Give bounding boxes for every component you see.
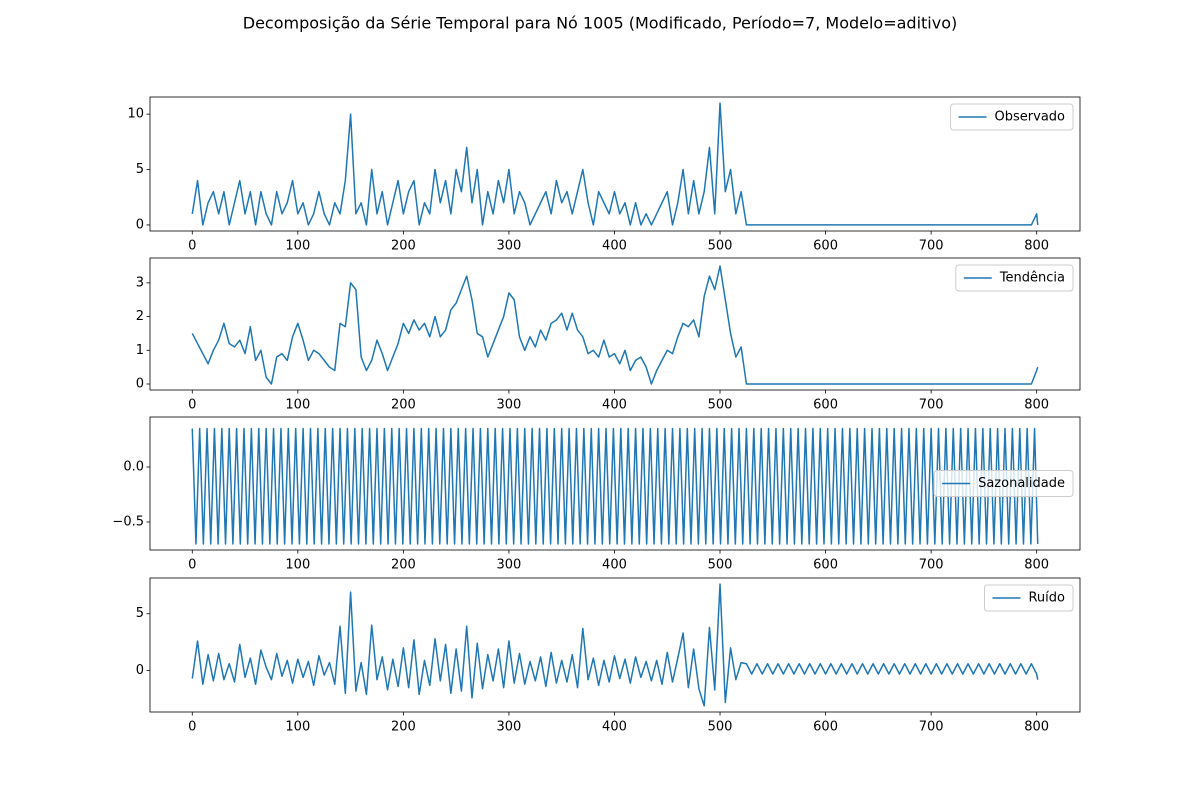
plot-area [150, 258, 1080, 390]
x-tick-label: 800 [1024, 239, 1049, 254]
x-tick-label: 0 [188, 558, 196, 573]
y-tick-label: 5 [136, 162, 144, 177]
series-line [191, 583, 1039, 707]
legend: Tendência [955, 264, 1074, 292]
series-line [191, 427, 1039, 545]
x-tick-label: 500 [708, 720, 733, 735]
legend: Observado [950, 103, 1074, 131]
y-tick-label: 1 [136, 343, 144, 358]
x-tick-label: 500 [708, 239, 733, 254]
x-tick-label: 300 [497, 398, 522, 413]
x-tick-label: 200 [391, 558, 416, 573]
x-tick-label: 200 [391, 239, 416, 254]
x-tick-label: 400 [602, 720, 627, 735]
x-tick-label: 100 [285, 720, 310, 735]
x-tick-label: 500 [708, 558, 733, 573]
legend-box [983, 584, 1074, 612]
x-tick-label: 500 [708, 398, 733, 413]
legend-label: Observado [995, 110, 1066, 125]
legend-label: Ruído [1028, 591, 1065, 606]
x-tick-label: 700 [919, 720, 944, 735]
x-tick-label: 100 [285, 239, 310, 254]
legend-label: Sazonalidade [978, 476, 1065, 491]
x-tick-label: 400 [602, 558, 627, 573]
plot-area [150, 97, 1080, 231]
x-tick-label: 400 [602, 239, 627, 254]
axes-frame [149, 257, 1081, 391]
x-tick-label: 300 [497, 239, 522, 254]
legend-box [950, 103, 1074, 131]
legend-label: Tendência [999, 271, 1065, 286]
x-tick-label: 400 [602, 398, 627, 413]
y-tick-label: 3 [136, 275, 144, 290]
x-tick-label: 600 [813, 398, 838, 413]
plot-area [150, 578, 1080, 712]
legend: Ruído [983, 584, 1074, 612]
y-tick-label: 0 [136, 377, 144, 392]
y-tick-label: 0 [136, 663, 144, 678]
y-tick-label: 2 [136, 309, 144, 324]
x-tick-label: 0 [188, 239, 196, 254]
series-line [191, 265, 1039, 385]
y-tick-label: 0 [136, 217, 144, 232]
x-tick-label: 700 [919, 398, 944, 413]
legend-box [933, 470, 1074, 497]
legend: Sazonalidade [933, 470, 1074, 497]
series-line [191, 102, 1039, 226]
x-tick-label: 100 [285, 398, 310, 413]
figure-title: Decomposição da Série Temporal para Nó 1… [243, 14, 958, 33]
x-tick-label: 600 [813, 720, 838, 735]
y-tick-label: −0.5 [112, 514, 144, 529]
axes-frame [149, 416, 1081, 551]
x-tick-label: 200 [391, 398, 416, 413]
x-tick-label: 800 [1024, 398, 1049, 413]
x-tick-label: 200 [391, 720, 416, 735]
x-tick-label: 0 [188, 398, 196, 413]
x-tick-label: 800 [1024, 720, 1049, 735]
x-tick-label: 600 [813, 239, 838, 254]
x-tick-label: 600 [813, 558, 838, 573]
x-tick-label: 100 [285, 558, 310, 573]
x-tick-label: 800 [1024, 558, 1049, 573]
x-tick-label: 300 [497, 720, 522, 735]
axes-frame [149, 577, 1081, 713]
legend-box [955, 264, 1074, 292]
x-tick-label: 0 [188, 720, 196, 735]
x-tick-label: 700 [919, 239, 944, 254]
y-tick-label: 10 [127, 107, 144, 122]
axes-frame [149, 96, 1081, 232]
x-tick-label: 300 [497, 558, 522, 573]
y-tick-label: 5 [136, 606, 144, 621]
x-tick-label: 700 [919, 558, 944, 573]
y-tick-label: 0.0 [123, 460, 144, 475]
